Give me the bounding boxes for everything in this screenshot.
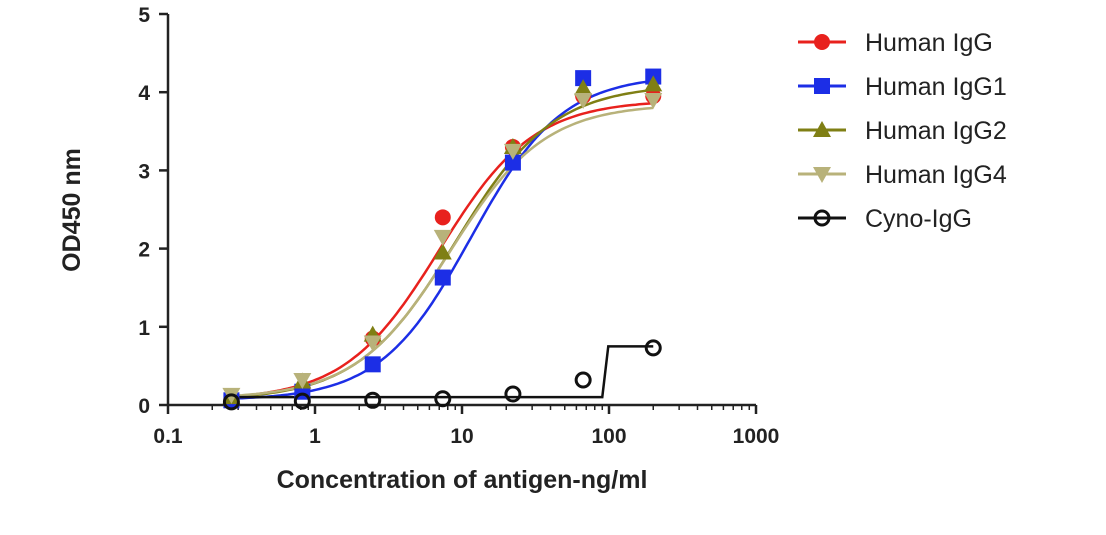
fit-curve-4: [231, 345, 654, 399]
legend-label-3: Human IgG4: [865, 161, 1007, 189]
x-tick-label: 10: [450, 425, 473, 448]
data-point-1-2: [364, 356, 381, 373]
data-point-3-1: [293, 372, 312, 389]
y-axis-label: OD450 nm: [58, 148, 86, 272]
legend-marker-0: [814, 34, 830, 50]
data-point-3-4: [503, 143, 522, 160]
x-axis-label: Concentration of antigen-ng/ml: [277, 466, 648, 494]
legend-marker-3: [813, 167, 831, 183]
data-point-1-3: [434, 269, 451, 286]
x-tick-label: 100: [591, 425, 626, 448]
data-point-4-4: [504, 385, 522, 403]
data-point-0-3: [434, 209, 451, 226]
y-tick-label: 0: [138, 395, 150, 418]
data-point-3-6: [644, 93, 663, 110]
legend-label-1: Human IgG1: [865, 73, 1007, 101]
y-tick-label: 2: [138, 239, 150, 262]
data-point-1-5: [575, 70, 592, 87]
data-point-4-1: [293, 392, 311, 410]
data-point-3-5: [574, 93, 593, 110]
legend: Human IgG Human IgG1 Human IgG2 Human IgG4 C…: [798, 29, 1007, 233]
y-tick-label: 3: [138, 160, 150, 183]
legend-label-0: Human IgG: [865, 29, 993, 57]
y-tick-label: 1: [138, 317, 150, 340]
data-point-2-5: [574, 79, 593, 96]
data-point-4-2: [364, 391, 382, 409]
data-point-1-4: [504, 154, 521, 171]
data-point-4-0: [222, 393, 240, 411]
x-tick-label: 1000: [733, 425, 780, 448]
axes: 0.1 1 10 100 1000 0 1 2 3 4 5: [138, 4, 779, 448]
data-point-4-5: [574, 371, 592, 389]
data-point-2-3: [433, 243, 452, 260]
legend-label-2: Human IgG2: [865, 117, 1007, 145]
data-point-4-3: [434, 390, 452, 408]
legend-marker-1: [814, 78, 830, 94]
legend-marker-2: [813, 121, 831, 137]
data-point-2-6: [644, 75, 663, 92]
legend-label-4: Cyno-IgG: [865, 205, 972, 233]
data-point-3-3: [433, 229, 452, 246]
data-point-3-2: [363, 335, 382, 352]
data-point-4-6: [644, 339, 662, 357]
legend-marker-4: [813, 209, 831, 227]
x-tick-label: 0.1: [153, 425, 183, 448]
y-tick-label: 4: [138, 82, 150, 105]
data-points: [222, 68, 663, 411]
y-tick-label: 5: [138, 4, 150, 27]
x-tick-label: 1: [309, 425, 321, 448]
